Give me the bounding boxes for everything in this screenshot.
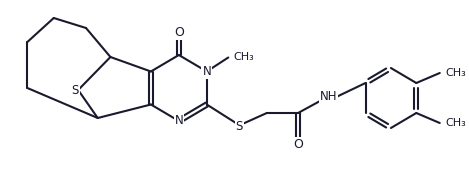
Text: NH: NH bbox=[319, 89, 337, 103]
Text: S: S bbox=[236, 121, 243, 133]
Text: CH₃: CH₃ bbox=[446, 68, 466, 78]
Text: S: S bbox=[72, 84, 79, 97]
Text: N: N bbox=[174, 114, 183, 127]
Text: CH₃: CH₃ bbox=[233, 51, 254, 61]
Text: N: N bbox=[203, 65, 211, 78]
Text: O: O bbox=[293, 137, 303, 151]
Text: CH₃: CH₃ bbox=[446, 118, 466, 128]
Text: O: O bbox=[174, 26, 184, 39]
